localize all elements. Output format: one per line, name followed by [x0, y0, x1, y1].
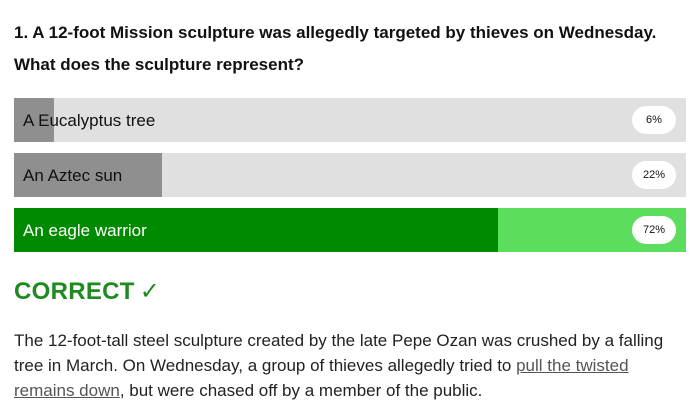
answer-percent-badge: 22%: [632, 161, 676, 189]
explanation-text-before: The 12-foot-tall steel sculpture created…: [14, 331, 664, 375]
result-status: CORRECT ✓: [14, 277, 160, 306]
explanation-text-after: , but were chased off by a member of the…: [119, 381, 483, 400]
answer-percent-badge: 6%: [632, 106, 676, 134]
answer-result-bar: [14, 208, 498, 252]
answer-list: A Eucalyptus tree 6% An Aztec sun 22% An…: [14, 98, 686, 263]
answer-explanation: The 12-foot-tall steel sculpture created…: [14, 328, 686, 403]
answer-result-bar: [14, 98, 55, 142]
result-text: CORRECT: [14, 277, 135, 305]
answer-option-eagle-warrior[interactable]: An eagle warrior 72%: [14, 208, 686, 252]
explanation-link[interactable]: pull the twisted remains down: [14, 356, 629, 400]
question-title: 1. A 12-foot Mission sculpture was alleg…: [14, 17, 690, 81]
answer-result-bar: [14, 153, 162, 197]
question-line-1: 1. A 12-foot Mission sculpture was alleg…: [14, 23, 657, 42]
answer-label: A Eucalyptus tree: [23, 111, 156, 130]
answer-label: An eagle warrior: [23, 221, 147, 240]
answer-label: An Aztec sun: [23, 166, 123, 185]
answer-option-aztec-sun[interactable]: An Aztec sun 22%: [14, 153, 686, 197]
answer-percent-badge: 72%: [632, 216, 676, 244]
question-line-2: What does the sculpture represent?: [14, 55, 304, 74]
answer-option-eucalyptus-tree[interactable]: A Eucalyptus tree 6%: [14, 98, 686, 142]
check-icon: ✓: [139, 278, 161, 305]
